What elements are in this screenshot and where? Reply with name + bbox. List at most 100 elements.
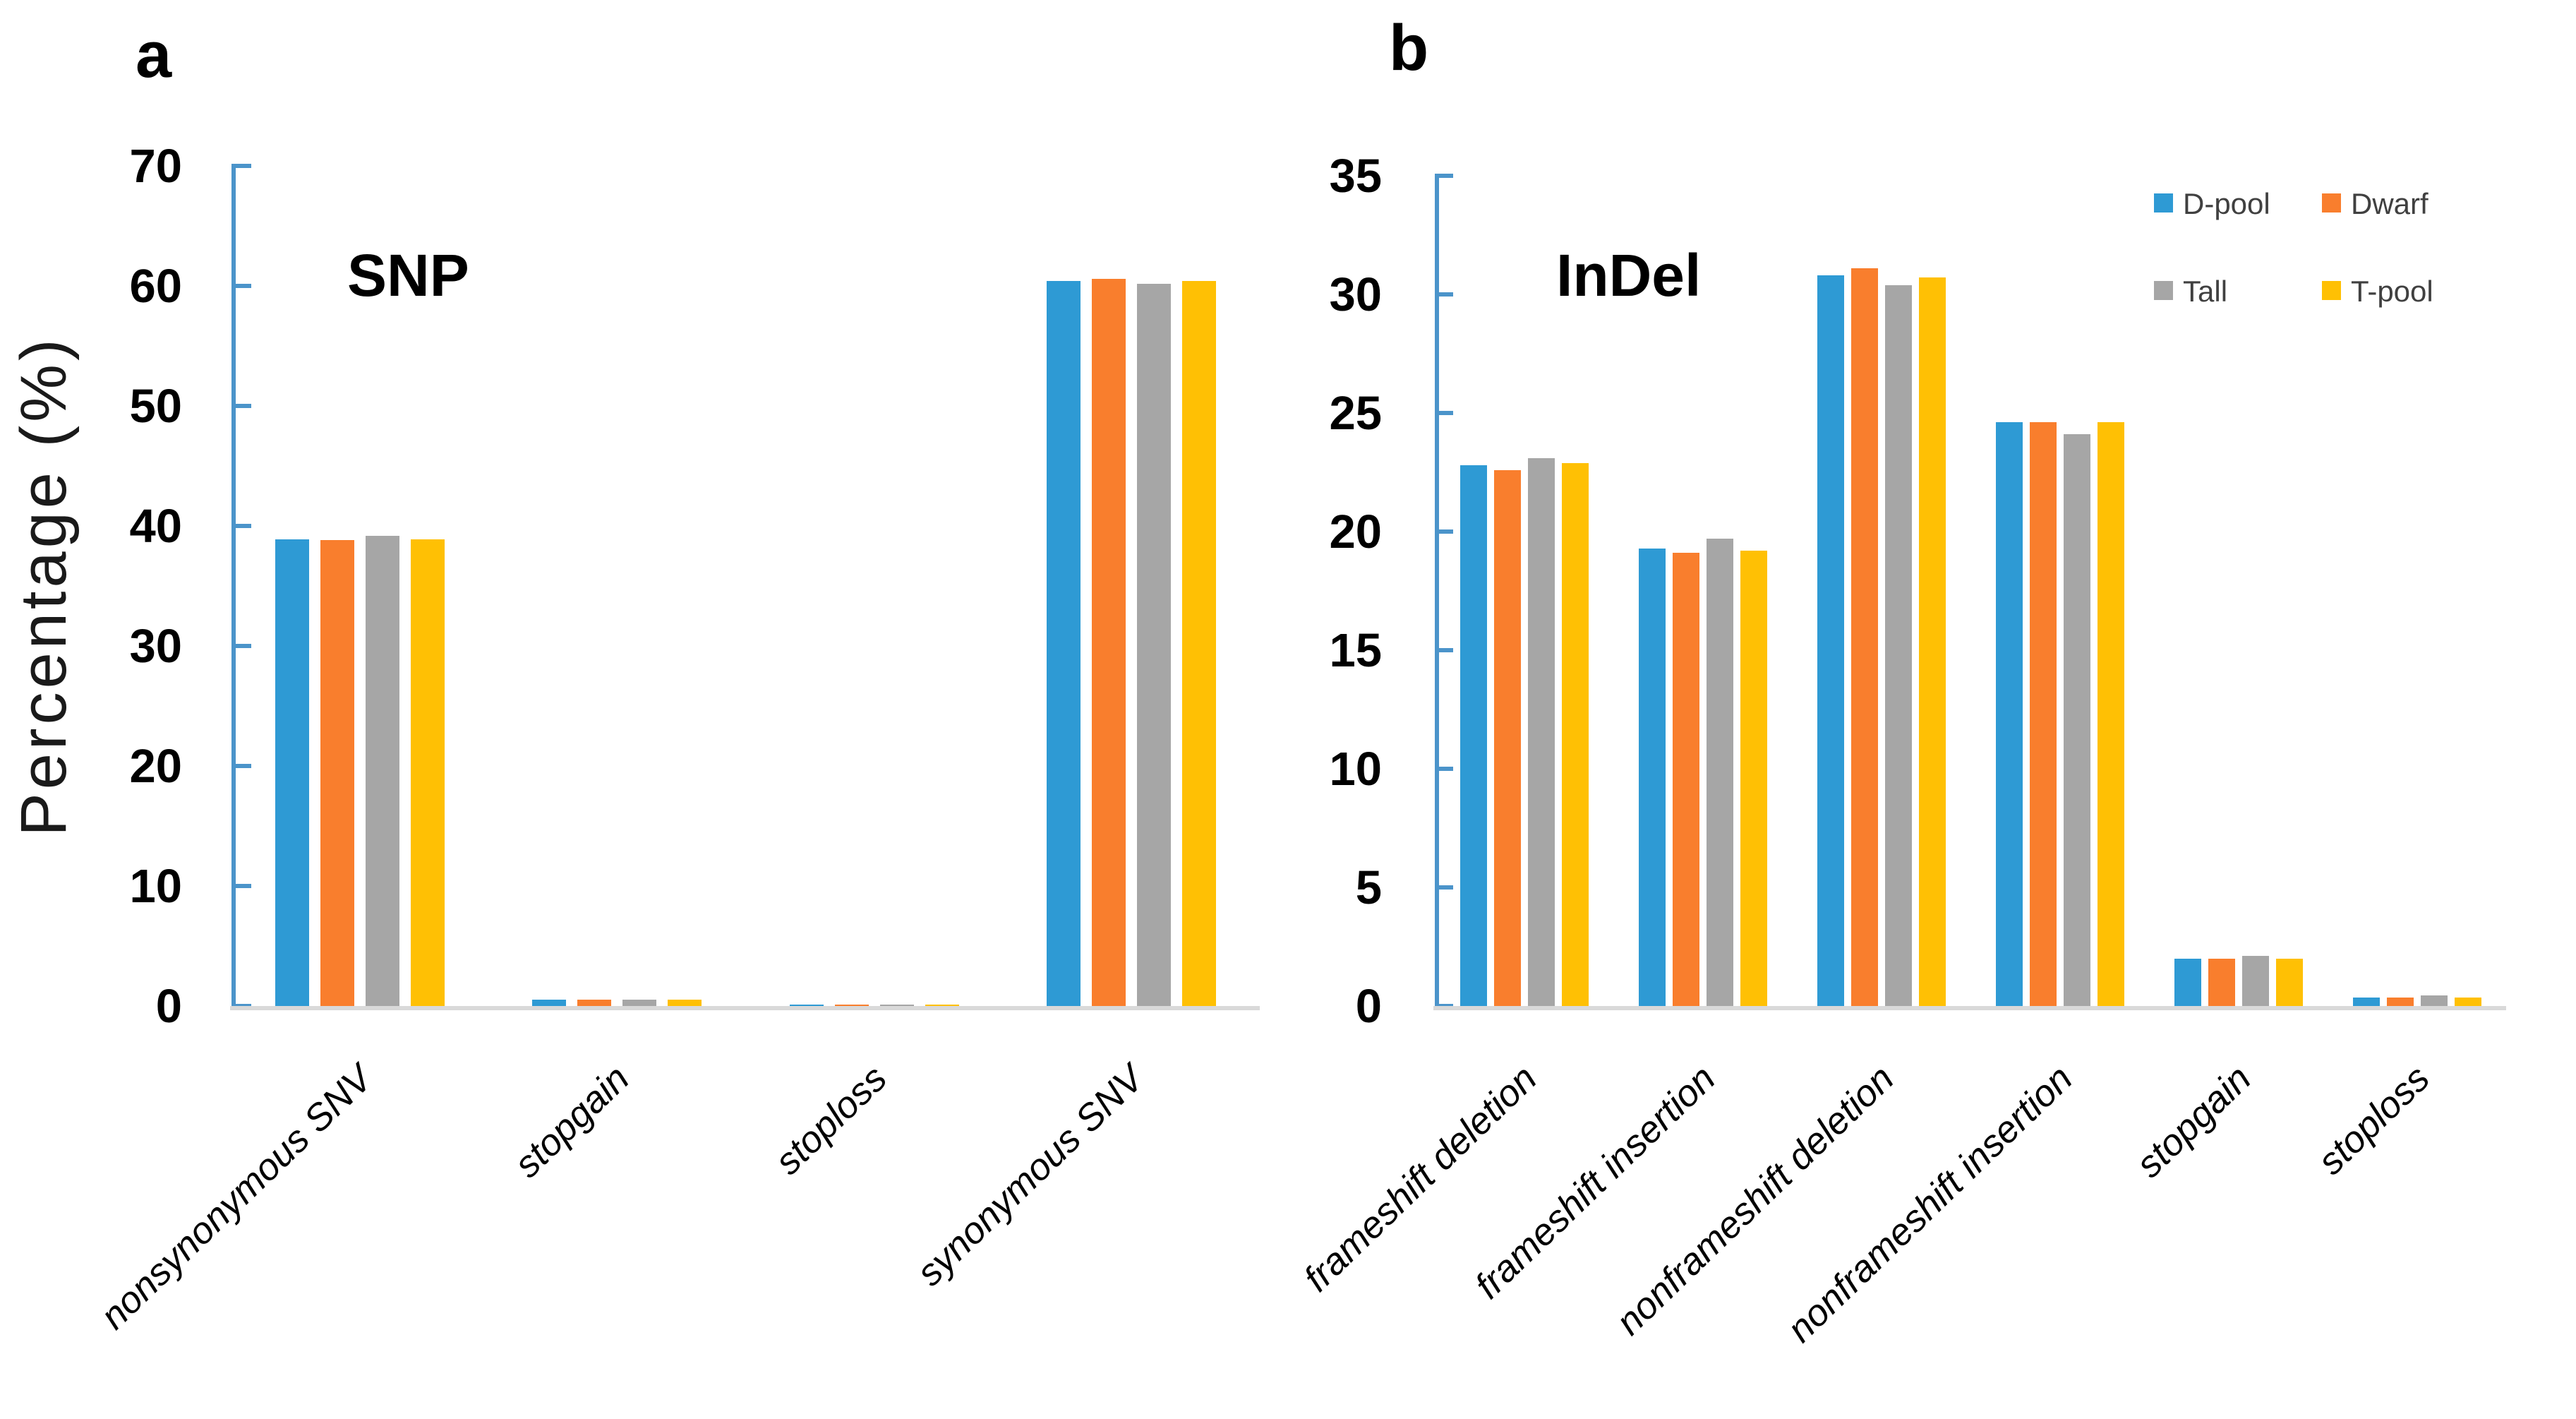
bar-dwarf-stopgain [2208,959,2235,1006]
legend-swatch-t-pool [2322,281,2341,300]
bar-t-pool-nonframeshift-insertion [2097,422,2124,1006]
bar-t-pool-stopgain [668,1000,702,1006]
y-axis-tick-label: 10 [129,860,182,913]
y-axis-tick [1435,292,1453,297]
bar-d-pool-nonframeshift-deletion [1817,275,1844,1006]
bar-dwarf-nonframeshift-deletion [1851,268,1878,1006]
bar-d-pool-frameshift-insertion [1639,549,1666,1006]
x-axis [230,1006,1260,1010]
y-axis-tick-label: 5 [1355,861,1382,914]
bar-d-pool-nonsynonymous-SNV [275,539,309,1006]
y-axis-tick-label: 0 [1355,980,1382,1033]
bar-t-pool-synonymous-SNV [1182,281,1216,1006]
y-axis [1435,176,1439,1006]
y-axis-tick [231,884,251,888]
bar-d-pool-stopgain [2174,959,2201,1006]
bar-dwarf-stoploss [835,1005,869,1006]
legend-swatch-dwarf [2322,193,2341,212]
y-axis-tick-label: 15 [1329,624,1382,677]
y-axis-tick-label: 30 [129,620,182,673]
y-axis-tick [231,404,251,408]
chart-title-indel: InDel [1556,242,1702,309]
y-axis-tick [231,764,251,768]
y-axis-tick-label: 0 [155,980,182,1033]
chart-title-snp: SNP [347,242,469,309]
bar-dwarf-frameshift-deletion [1494,470,1521,1006]
y-axis-tick-label: 35 [1329,150,1382,203]
legend-label-dwarf: Dwarf [2351,187,2428,220]
y-axis-tick [1435,767,1453,771]
x-axis [1433,1006,2506,1010]
bar-d-pool-stoploss [2353,998,2380,1006]
y-axis-tick-label: 25 [1329,387,1382,440]
y-axis-tick [231,164,251,168]
y-axis-tick [1435,174,1453,178]
bar-tall-nonframeshift-deletion [1885,285,1912,1006]
y-axis-tick [231,524,251,528]
bar-dwarf-nonsynonymous-SNV [320,540,354,1006]
y-axis-tick-label: 50 [129,380,182,433]
legend-label-d-pool: D-pool [2183,187,2270,220]
bar-d-pool-synonymous-SNV [1047,281,1081,1006]
panel-letter-b: b [1389,12,1429,84]
y-axis-tick [1435,411,1453,415]
bar-t-pool-nonframeshift-deletion [1919,277,1946,1006]
y-axis-tick [1435,885,1453,890]
bar-t-pool-frameshift-insertion [1740,551,1767,1006]
y-axis-tick [1435,529,1453,534]
bar-dwarf-nonframeshift-insertion [2030,422,2057,1006]
legend-label-t-pool: T-pool [2351,275,2433,308]
bar-tall-stoploss [880,1005,914,1006]
bar-t-pool-stoploss [925,1005,959,1006]
y-axis-tick [231,644,251,648]
y-axis-tick-label: 20 [129,740,182,793]
y-axis-tick [231,284,251,288]
bar-t-pool-stopgain [2276,959,2303,1006]
bar-tall-nonsynonymous-SNV [366,536,399,1006]
legend-label-tall: Tall [2183,275,2228,308]
y-axis-tick-label: 70 [129,140,182,193]
bar-tall-synonymous-SNV [1137,284,1171,1006]
bar-tall-stopgain [2242,956,2269,1006]
y-axis-tick-label: 10 [1329,743,1382,796]
bar-tall-nonframeshift-insertion [2064,434,2090,1006]
legend-swatch-tall [2154,281,2173,300]
y-axis [231,166,236,1006]
bar-dwarf-stopgain [577,1000,611,1006]
bar-d-pool-stopgain [532,1000,566,1006]
bar-t-pool-frameshift-deletion [1562,463,1589,1006]
bar-t-pool-nonsynonymous-SNV [411,539,445,1006]
bar-tall-frameshift-deletion [1528,458,1555,1006]
y-axis-tick-label: 40 [129,500,182,553]
y-axis-tick-label: 30 [1329,268,1382,321]
y-axis-tick-label: 20 [1329,505,1382,558]
bar-dwarf-synonymous-SNV [1092,279,1126,1006]
bar-d-pool-nonframeshift-insertion [1996,422,2023,1006]
legend-swatch-d-pool [2154,193,2173,212]
panel-letter-a: a [136,19,172,91]
bar-dwarf-frameshift-insertion [1673,553,1699,1006]
bar-d-pool-frameshift-deletion [1460,465,1487,1006]
bar-t-pool-stoploss [2455,998,2481,1006]
bar-tall-frameshift-insertion [1707,539,1733,1006]
bar-d-pool-stoploss [790,1005,824,1006]
bar-dwarf-stoploss [2387,998,2414,1006]
y-axis-tick-label: 60 [129,260,182,313]
y-axis-tick [1435,648,1453,652]
